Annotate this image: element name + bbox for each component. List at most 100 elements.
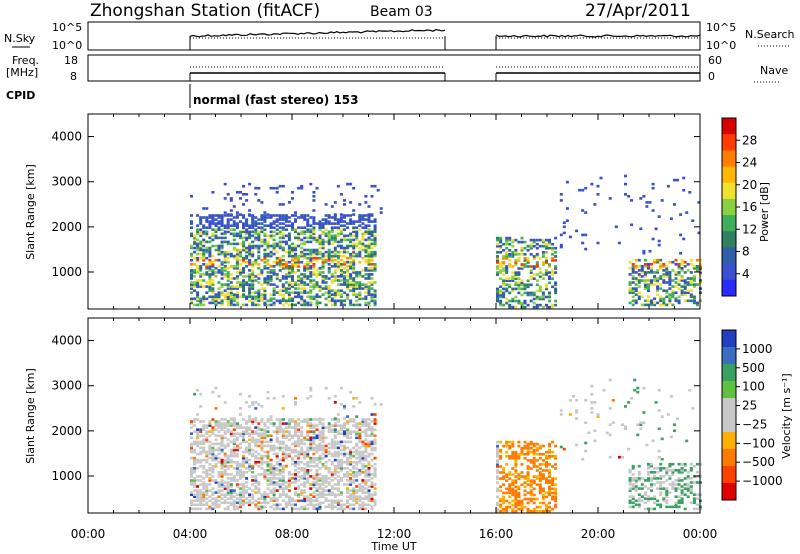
heatmap-cell [202,248,206,252]
heatmap-cell [217,471,221,474]
heatmap-cell [343,263,346,266]
heatmap-cell [637,497,641,500]
heatmap-cell [321,265,325,268]
heatmap-cell [300,442,304,446]
heatmap-cell [352,250,356,254]
heatmap-cell [266,281,270,284]
heatmap-cell [659,477,663,480]
heatmap-cell [631,495,635,498]
heatmap-cell [370,426,374,429]
heatmap-cell [352,238,356,242]
heatmap-cell [355,415,359,418]
heatmap-cell [514,457,518,460]
x-tick-label: 20:00 [581,527,616,541]
heatmap-cell [196,436,200,440]
heatmap-cell [511,253,515,256]
heatmap-cell [266,271,270,274]
heatmap-cell [545,295,548,299]
heatmap-cell [312,297,316,301]
heatmap-cell [214,497,218,500]
heatmap-cell [287,499,291,503]
heatmap-cell [196,497,200,500]
heatmap-cell [520,263,524,266]
heatmap-cell [248,283,252,286]
heatmap-cell [315,299,319,303]
heatmap-cell [211,220,215,223]
heatmap-cell [630,199,634,202]
heatmap-cell [190,232,193,236]
heatmap-cell [269,293,273,296]
heatmap-cell [346,495,350,498]
heatmap-cell [235,234,239,238]
heatmap-cell [229,450,233,454]
heatmap-cell [355,495,359,498]
heatmap-cell [538,509,542,513]
heatmap-cell [370,464,374,468]
heatmap-cell [315,258,319,262]
heatmap-cell [324,214,328,217]
heatmap-cell [364,469,368,472]
heatmap-cell [199,460,203,464]
heatmap-cell [373,250,377,254]
heatmap-cell [235,471,239,474]
heatmap-cell [202,424,206,427]
heatmap-cell [324,467,328,470]
heatmap-cell [680,277,684,280]
heatmap-cell [239,220,242,223]
heatmap-cell [364,420,368,423]
heatmap-cell [370,440,374,444]
heatmap-cell [269,283,273,286]
heatmap-cell [232,256,236,260]
heatmap-cell [202,279,206,282]
heatmap-cell [202,426,206,429]
heatmap-cell [523,291,527,295]
heatmap-cell [281,469,285,472]
heatmap-cell [196,271,200,274]
heatmap-cell [333,401,337,404]
heatmap-cell [373,240,377,244]
heatmap-cell [309,279,313,282]
heatmap-cell [373,438,377,442]
heatmap-cell [562,225,566,229]
heatmap-cell [229,291,233,294]
heatmap-cell [349,289,353,292]
heatmap-cell [529,244,533,248]
heatmap-cell [217,301,221,305]
heatmap-cell [505,236,509,240]
heatmap-cell [330,418,334,421]
heatmap-cell [529,450,533,454]
heatmap-cell [517,455,521,458]
heatmap-cell [257,256,261,260]
heatmap-cell [226,277,230,280]
heatmap-cell [358,250,362,254]
heatmap-cell [562,231,566,235]
heatmap-cell [223,473,227,476]
heatmap-cell [367,285,371,288]
heatmap-cell [211,214,215,217]
colorbar-segment [722,231,736,248]
heatmap-cell [321,452,325,456]
heatmap-cell [496,450,499,454]
heatmap-cell [196,388,200,392]
heatmap-cell [272,448,276,452]
heatmap-cell [229,460,233,464]
heatmap-cell [343,407,346,410]
heatmap-cell [671,485,675,488]
heatmap-cell [205,440,209,444]
heatmap-cell [496,261,499,264]
heatmap-cell [242,281,245,284]
heatmap-cell [266,244,270,248]
heatmap-cell [367,467,371,470]
heatmap-cell [358,246,362,250]
heatmap-cell [692,297,696,301]
power-colorbar-label: Power [dB] [758,182,771,242]
heatmap-cell [287,246,291,250]
heatmap-cell [193,420,197,423]
heatmap-cell [281,240,285,244]
heatmap-cell [548,473,551,476]
heatmap-cell [306,418,310,421]
heatmap-cell [269,275,273,278]
heatmap-cell [324,232,328,236]
heatmap-cell [300,438,304,442]
heatmap-cell [499,301,503,305]
